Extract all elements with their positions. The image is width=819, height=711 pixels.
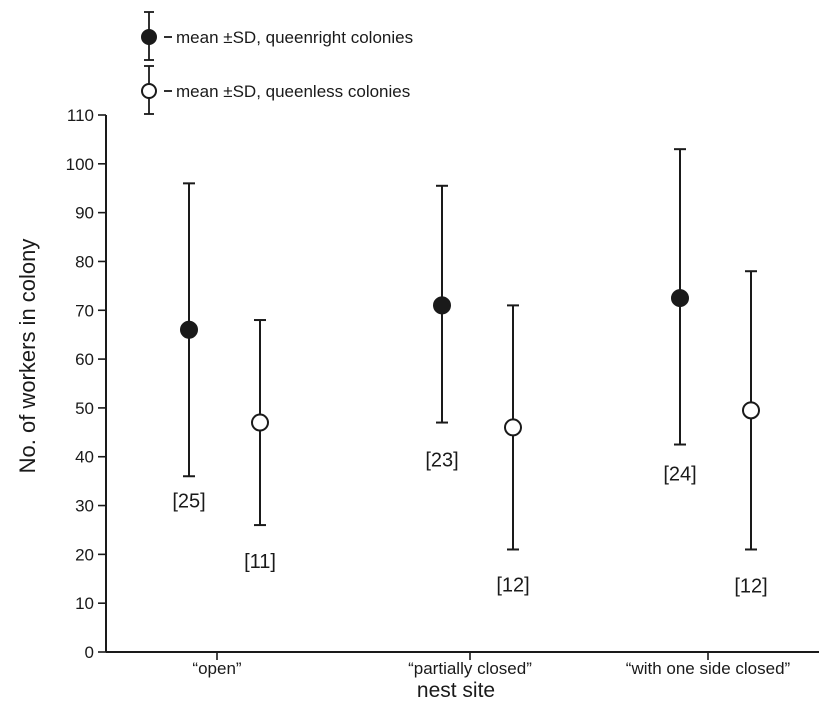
axes: 0 10 20 30 40 50 60 70 80 90 100 110 “open” “partiall… xyxy=(66,106,819,678)
y-tick-label: 90 xyxy=(75,204,94,223)
sample-size-label: [25] xyxy=(172,490,205,512)
sample-size-label: [12] xyxy=(734,575,767,597)
plot-area: [25] [23] [24] [11] [12] [12] xyxy=(172,148,768,597)
y-tick-label: 20 xyxy=(75,545,94,564)
y-tick-label: 40 xyxy=(75,448,94,467)
y-tick-label: 70 xyxy=(75,301,94,320)
series-queenless: [11] [12] [12] xyxy=(244,270,768,597)
y-tick-label: 30 xyxy=(75,497,94,516)
x-tick-label: “open” xyxy=(192,659,241,678)
legend-item-queenright: mean ±SD, queenright colonies xyxy=(141,11,413,61)
data-point xyxy=(180,320,198,339)
x-tick-label: “partially closed” xyxy=(408,659,532,678)
data-point xyxy=(671,289,689,308)
legend-marker xyxy=(141,29,157,45)
y-tick-label: 0 xyxy=(85,643,94,662)
legend-label: mean ±SD, queenright colonies xyxy=(176,28,413,47)
sample-size-label: [12] xyxy=(496,574,529,596)
legend-label: mean ±SD, queenless colonies xyxy=(176,82,410,101)
y-tick-label: 10 xyxy=(75,594,94,613)
x-axis-title: nest site xyxy=(417,679,495,702)
y-tick-label: 60 xyxy=(75,350,94,369)
y-tick-label: 100 xyxy=(66,155,94,174)
sample-size-label: [23] xyxy=(425,450,458,472)
x-tick-label: “with one side closed” xyxy=(626,659,791,678)
legend: mean ±SD, queenright colonies mean ±SD, q… xyxy=(141,11,413,115)
y-tick-label: 110 xyxy=(67,106,94,125)
data-point xyxy=(433,296,451,315)
sample-size-label: [24] xyxy=(663,464,696,486)
sample-size-label: [11] xyxy=(244,551,276,573)
series-queenright: [25] [23] [24] xyxy=(172,148,697,512)
data-point xyxy=(251,413,269,432)
legend-item-queenless: mean ±SD, queenless colonies xyxy=(141,65,410,115)
y-axis-title: No. of workers in colony xyxy=(15,239,40,474)
data-point xyxy=(504,418,522,437)
y-tick-label: 50 xyxy=(75,399,94,418)
legend-marker xyxy=(141,83,157,99)
y-tick-label: 80 xyxy=(75,252,94,271)
data-point xyxy=(742,401,760,420)
